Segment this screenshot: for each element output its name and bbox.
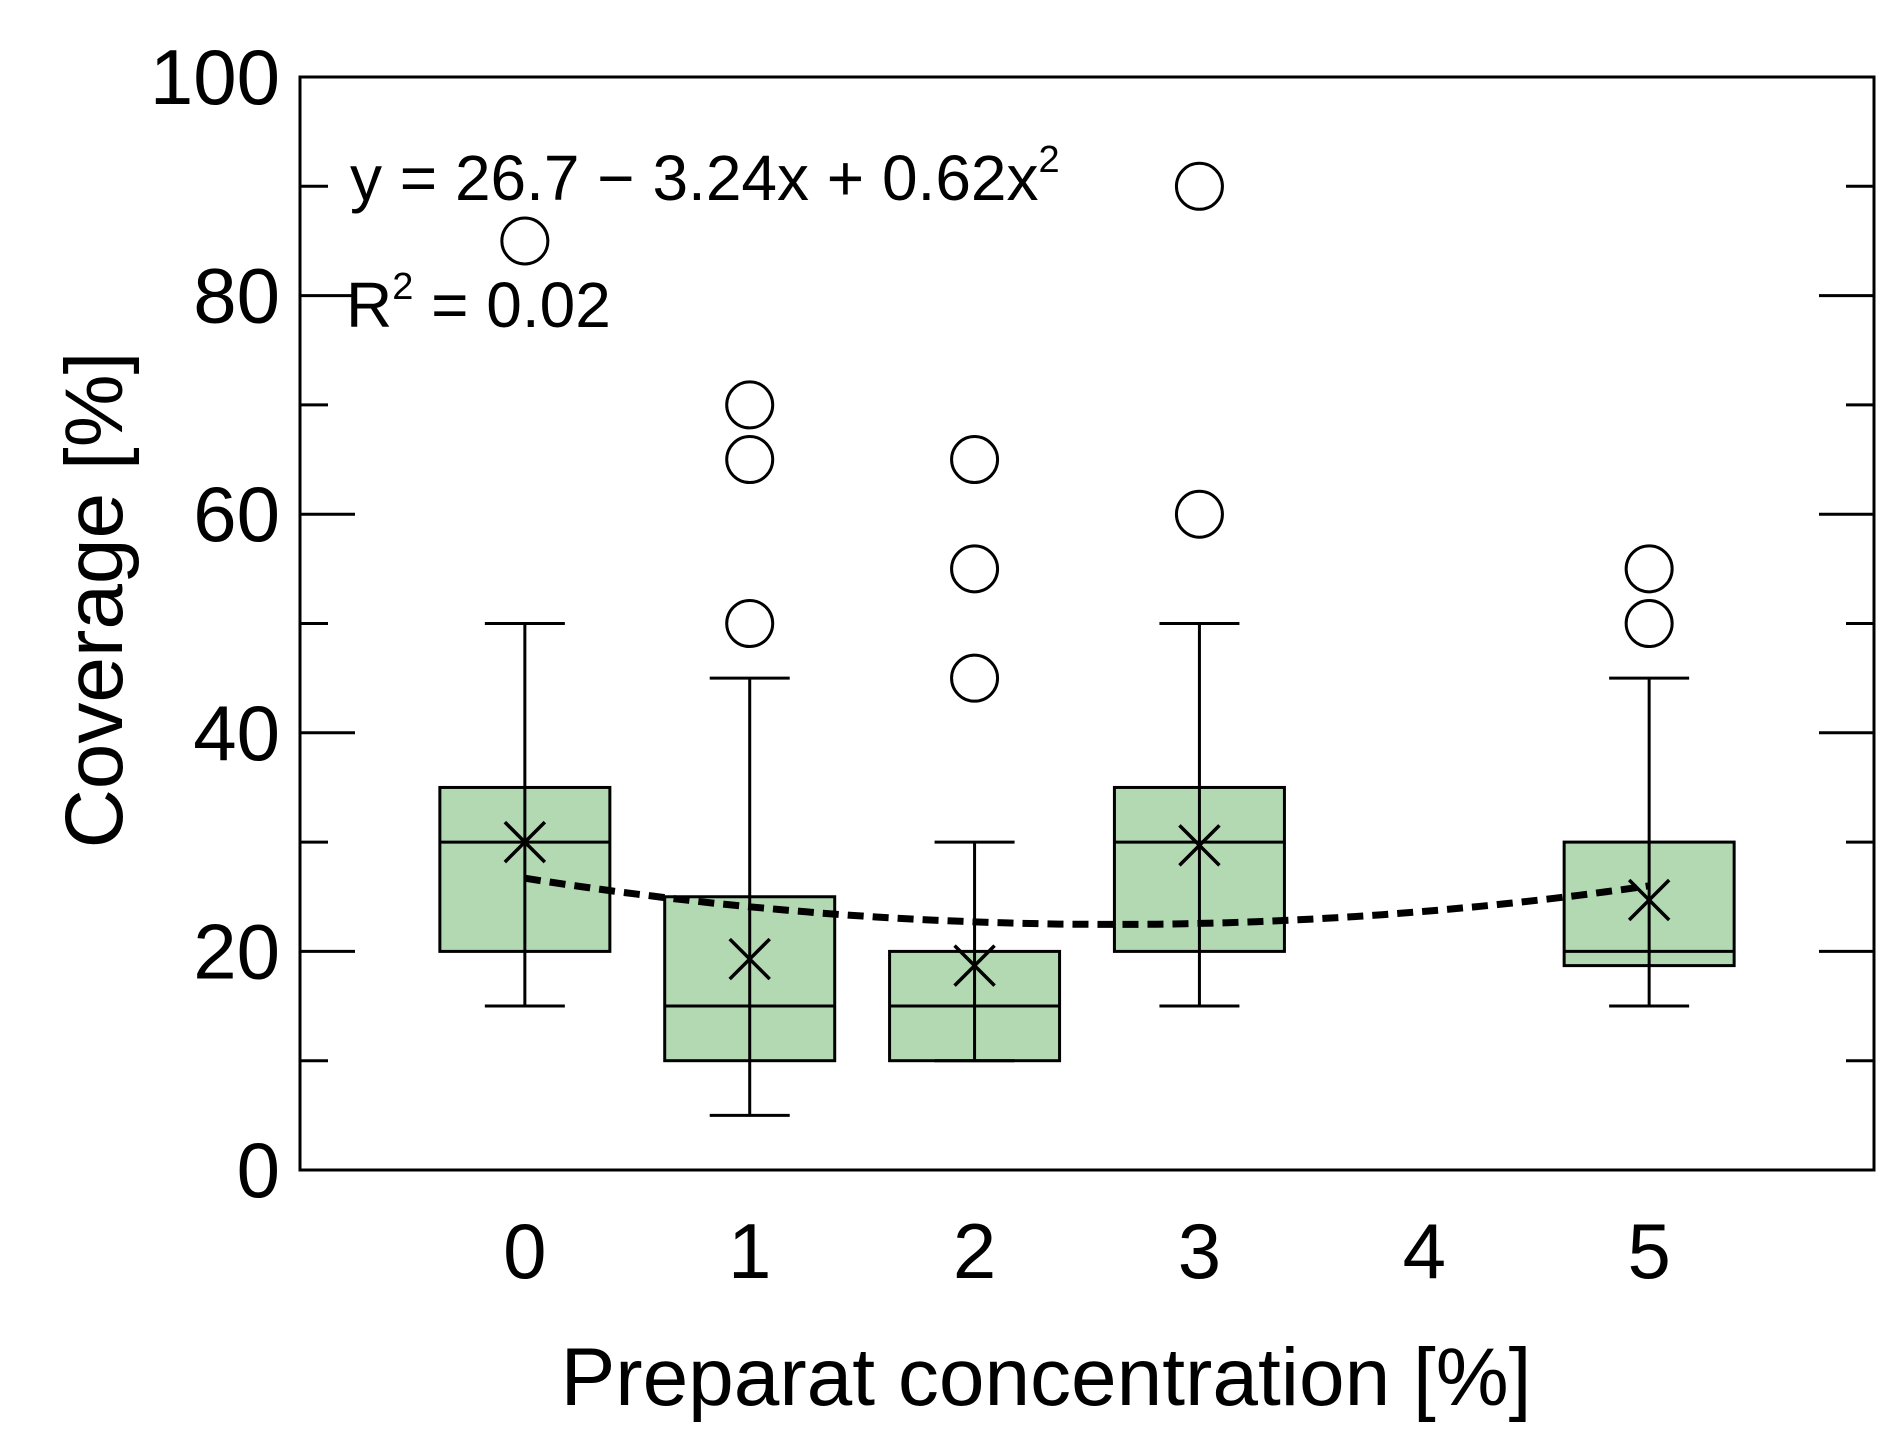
outlier-point <box>1624 544 1674 594</box>
outlier-point <box>950 435 1000 485</box>
x-tick-label: 4 <box>1403 1207 1446 1295</box>
outlier-point <box>950 544 1000 594</box>
x-tick-label: 2 <box>953 1207 996 1295</box>
y-tick-label: 20 <box>193 907 280 995</box>
fit-curve <box>524 874 1650 928</box>
outlier-point <box>725 599 775 648</box>
outlier-point <box>1174 489 1224 539</box>
outlier-point <box>950 653 1000 703</box>
y-tick-label: 100 <box>150 33 280 121</box>
x-tick-label: 1 <box>728 1207 771 1295</box>
x-axis-title: Preparat concentration [%] <box>561 1332 1532 1423</box>
outlier-point <box>725 435 775 485</box>
outlier-point <box>500 216 550 266</box>
outlier-point <box>725 380 775 430</box>
mean-marker <box>1178 824 1221 867</box>
r-squared-annotation: R2 = 0.02 <box>346 266 611 341</box>
y-tick-label: 60 <box>193 470 280 558</box>
plot-area: 0 20 40 60 80 100 0 1 2 3 4 5 <box>150 33 1876 1295</box>
outlier-point <box>1624 599 1674 648</box>
y-tick-label: 80 <box>193 252 280 340</box>
mean-marker <box>728 937 771 981</box>
mean-marker <box>953 944 996 987</box>
y-tick-label: 0 <box>237 1126 280 1214</box>
y-axis-title: Coverage [%] <box>49 352 140 849</box>
mean-marker <box>503 820 547 864</box>
fit-equation-annotation: y = 26.7 − 3.24x + 0.62x2 <box>350 139 1060 214</box>
x-tick-label: 3 <box>1178 1207 1221 1295</box>
x-tick-label: 0 <box>503 1207 546 1295</box>
x-tick-label: 5 <box>1627 1207 1670 1295</box>
y-tick-label: 40 <box>193 689 280 777</box>
outlier-point <box>1174 161 1224 211</box>
